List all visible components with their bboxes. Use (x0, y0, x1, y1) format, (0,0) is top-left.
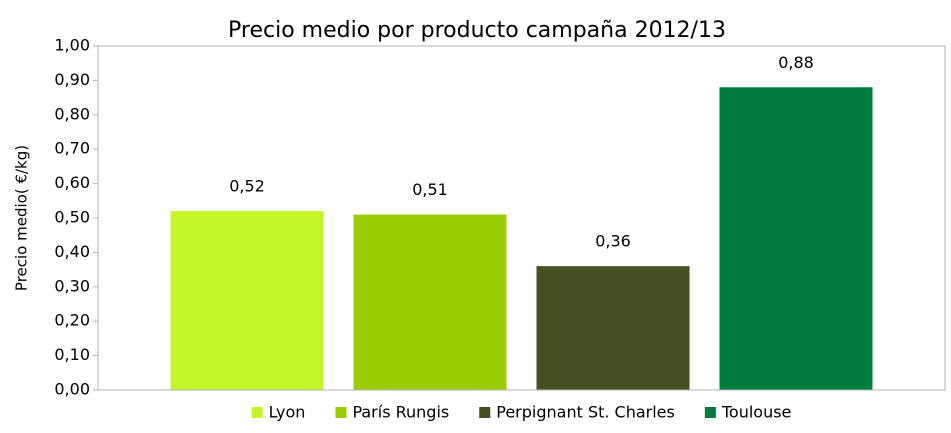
y-tick-label: 0,80 (54, 104, 90, 123)
legend-label: Perpignant St. Charles (496, 403, 675, 422)
legend-label: Toulouse (721, 403, 792, 422)
y-tick-label: 0,40 (54, 242, 90, 261)
value-label: 0,88 (778, 53, 814, 72)
legend-swatch (704, 407, 716, 418)
legend-swatch (479, 407, 491, 418)
bar (536, 266, 690, 390)
y-tick-label: 0,00 (54, 380, 90, 399)
y-tick-label: 0,10 (54, 345, 90, 364)
chart-title: Precio medio por producto campaña 2012/1… (228, 18, 726, 43)
y-tick-label: 0,70 (54, 139, 90, 158)
bar (719, 87, 873, 390)
y-tick-label: 0,30 (54, 276, 90, 295)
y-tick-label: 0,20 (54, 311, 90, 330)
legend-label: París Rungis (352, 403, 449, 422)
bar (353, 214, 507, 390)
y-tick-label: 0,90 (54, 70, 90, 89)
legend-swatch (251, 407, 263, 418)
value-label: 0,51 (412, 180, 448, 199)
y-tick-label: 0,60 (54, 173, 90, 192)
bar (170, 211, 324, 390)
legend-swatch (335, 407, 347, 418)
value-label: 0,52 (229, 177, 265, 196)
legend-label: Lyon (269, 403, 306, 422)
value-label: 0,36 (595, 232, 631, 251)
y-axis-label: Precio medio( €/kg) (13, 145, 31, 291)
y-tick-label: 0,50 (54, 208, 90, 227)
y-tick-label: 1,00 (54, 36, 90, 55)
